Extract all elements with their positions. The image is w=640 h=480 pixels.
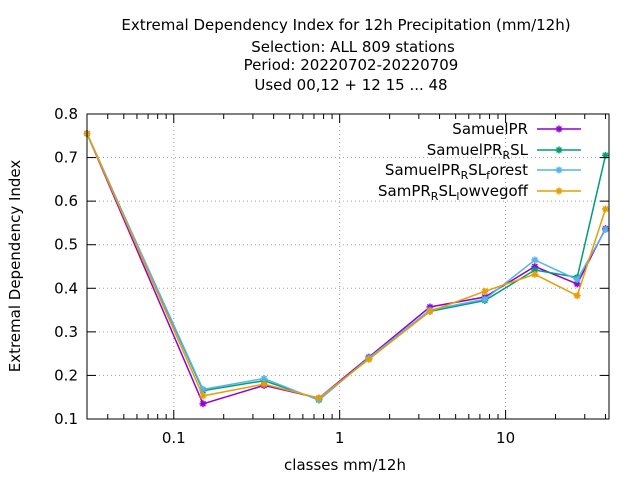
- data-point: [573, 292, 581, 300]
- y-axis-label: Extremal Dependency Index: [6, 160, 24, 373]
- title-line-2: Selection: ALL 809 stations: [251, 38, 455, 56]
- legend-entry: SamPRRSLlowvegoff: [378, 182, 581, 203]
- data-point: [199, 400, 207, 408]
- legend: SamuelPR SamuelPRRSLSamuelPRRSLforestSamP…: [378, 120, 581, 203]
- series-4: [83, 130, 609, 402]
- series-3: [83, 130, 609, 404]
- ticks: 0.1 0.2 0.3 0.4 0.5 0.6 0.7 0.8 0.1 1 10: [54, 105, 609, 447]
- series-line: [86, 133, 607, 399]
- x-axis-label: classes mm/12h: [284, 456, 406, 474]
- y-tick-label: 0.3: [54, 323, 78, 341]
- y-tick-label: 0.8: [54, 105, 78, 123]
- title-line-3: Period: 20220702-20220709: [244, 56, 459, 74]
- series-line: [86, 133, 607, 402]
- data-point: [260, 380, 268, 388]
- legend-swatch-marker: [555, 166, 563, 174]
- data-point: [260, 374, 268, 382]
- legend-label: SamuelPRRSLforest: [385, 161, 528, 182]
- data-point: [315, 394, 323, 402]
- legend-swatch-marker: [555, 187, 563, 195]
- y-tick-label: 0.2: [54, 366, 78, 384]
- legend-label: SamuelPR: [452, 120, 528, 138]
- series-line: [86, 133, 607, 405]
- data-point: [601, 225, 609, 233]
- y-tick-label: 0.5: [54, 236, 78, 254]
- x-tick-label: 1: [335, 429, 345, 447]
- legend-entry: SamuelPRRSLforest: [385, 161, 581, 182]
- legend-label: SamuelPRRSL: [427, 141, 529, 162]
- data-point: [481, 287, 489, 295]
- x-tick-label: 10: [496, 429, 515, 447]
- y-tick-label: 0.4: [54, 279, 78, 297]
- x-tick-label: 0.1: [162, 429, 186, 447]
- data-point: [531, 256, 539, 264]
- legend-label: SamPRRSLlowvegoff: [378, 182, 529, 203]
- y-tick-label: 0.1: [54, 410, 78, 428]
- data-point: [199, 392, 207, 400]
- plot-frame: [86, 113, 610, 420]
- data-point: [481, 295, 489, 303]
- legend-swatch-marker: [555, 125, 563, 133]
- legend-entry: SamuelPR: [452, 120, 581, 138]
- series-layer: [83, 130, 609, 408]
- data-point: [601, 205, 609, 213]
- data-point: [426, 307, 434, 315]
- title-line-4: Used 00,12 + 12 15 ... 48: [254, 76, 447, 94]
- series-2: [83, 130, 609, 403]
- legend-entry: SamuelPRRSL: [427, 141, 581, 162]
- y-tick-label: 0.6: [54, 192, 78, 210]
- data-point: [531, 270, 539, 278]
- chart-title: Extremal Dependency Index for 12h Precip…: [121, 16, 570, 94]
- legend-swatch-marker: [555, 146, 563, 154]
- title-line-1: Extremal Dependency Index for 12h Precip…: [121, 16, 570, 34]
- y-tick-label: 0.7: [54, 149, 78, 167]
- grid: [87, 114, 609, 419]
- data-point: [573, 276, 581, 284]
- series-1: [83, 130, 609, 408]
- data-point: [365, 355, 373, 363]
